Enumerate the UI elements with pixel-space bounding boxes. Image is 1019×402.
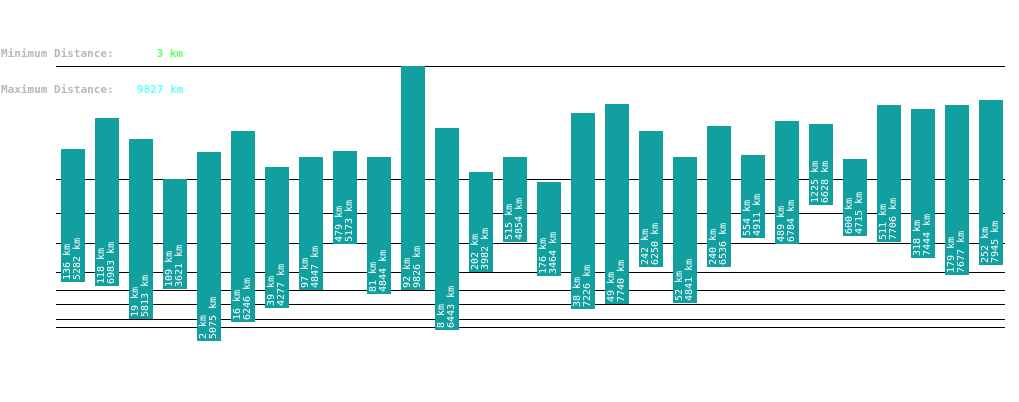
distance-bar — [503, 157, 527, 242]
distance-bar — [265, 167, 289, 308]
bar-label-distance: 1225 km — [810, 161, 821, 203]
distance-bar — [401, 66, 425, 290]
bar-label-distance: 179 km — [946, 237, 957, 273]
bar-label-total: 4841 km — [684, 259, 695, 301]
distance-bar — [809, 124, 833, 205]
distance-bar — [299, 157, 323, 290]
min-distance-label: Minimum Distance: — [1, 47, 114, 60]
bar-label-total: 6983 km — [106, 242, 117, 284]
bar-label-total: 5075 km — [208, 297, 219, 339]
bar-label-total: 6250 km — [650, 223, 661, 265]
distance-bar — [571, 113, 595, 309]
min-distance-row: Minimum Distance: 3 km — [1, 48, 183, 60]
bar-label-total: 7945 km — [990, 221, 1001, 263]
bar-label-distance: 136 km — [62, 244, 73, 280]
bar-label-total: 4854 km — [514, 198, 525, 240]
distance-bar — [197, 152, 221, 341]
bar-label-distance: 109 km — [164, 251, 175, 287]
bar-label-distance: 479 km — [334, 206, 345, 242]
distance-bar — [979, 100, 1003, 265]
bar-label-distance: 2 km — [198, 315, 209, 339]
bar-label-distance: 92 km — [402, 258, 413, 288]
bar-label-distance: 81 km — [368, 262, 379, 292]
max-distance-label: Maximum Distance: — [1, 83, 114, 96]
distance-bar — [95, 118, 119, 286]
distance-bar — [945, 105, 969, 275]
max-distance-row: Maximum Distance: 9827 km — [1, 84, 183, 96]
distance-bar — [911, 109, 935, 258]
distance-bar — [129, 139, 153, 319]
bar-label-distance: 318 km — [912, 220, 923, 256]
distance-bar — [333, 151, 357, 244]
bar-label-distance: 515 km — [504, 204, 515, 240]
bar-label-distance: 97 km — [300, 258, 311, 288]
bar-label-total: 4715 km — [854, 192, 865, 234]
bar-label-distance: 489 km — [776, 206, 787, 242]
bar-label-total: 6443 km — [446, 286, 457, 328]
distance-bar — [537, 182, 561, 276]
bar-label-total: 5173 km — [344, 200, 355, 242]
bar-label-total: 6784 km — [786, 200, 797, 242]
distance-bar — [877, 105, 901, 242]
distance-bar — [673, 157, 697, 303]
bar-label-total: 3621 km — [174, 245, 185, 287]
bar-label-distance: 202 km — [470, 234, 481, 270]
bar-label-distance: 49 km — [606, 272, 617, 302]
distance-bar — [639, 131, 663, 267]
bar-label-total: 5282 km — [72, 238, 83, 280]
bar-label-total: 9826 km — [412, 246, 423, 288]
bar-label-distance: 600 km — [844, 198, 855, 234]
bar-label-total: 4911 km — [752, 194, 763, 236]
distance-bar — [469, 172, 493, 272]
bar-label-distance: 52 km — [674, 271, 685, 301]
chart-bars: 136 km 5282 km 118 km 6983 km 19 km 5813 km 10… — [61, 66, 1003, 341]
distance-bar — [605, 104, 629, 304]
distance-bar — [741, 155, 765, 238]
distance-stats: Minimum Distance: 3 km Maximum Distance: 9… — [1, 24, 183, 120]
distance-bar — [843, 159, 867, 236]
bar-label-distance: 118 km — [96, 248, 107, 284]
bar-label-total: 3982 km — [480, 228, 491, 270]
bar-label-total: 7740 km — [616, 260, 627, 302]
bar-label-total: 6246 km — [242, 278, 253, 320]
bar-label-distance: 38 km — [572, 277, 583, 307]
bar-label-distance: 252 km — [980, 227, 991, 263]
bar-label-distance: 240 km — [708, 229, 719, 265]
bar-label-total: 7706 km — [888, 198, 899, 240]
bar-label-distance: 242 km — [640, 229, 651, 265]
distance-bar — [163, 179, 187, 289]
bar-label-total: 4277 km — [276, 264, 287, 306]
bar-label-total: 5813 km — [140, 275, 151, 317]
distance-bar — [435, 128, 459, 330]
bar-label-distance: 511 km — [878, 204, 889, 240]
bar-label-distance: 19 km — [130, 287, 141, 317]
distance-bar — [367, 157, 391, 294]
bar-label-distance: 176 km — [538, 238, 549, 274]
max-distance-value: 9827 km — [137, 83, 184, 96]
min-distance-value: 3 km — [156, 47, 184, 60]
bar-label-total: 7444 km — [922, 214, 933, 256]
bar-label-distance: 8 km — [436, 304, 447, 328]
distance-bar — [707, 126, 731, 267]
bar-label-total: 7226 km — [582, 265, 593, 307]
bar-label-total: 4844 km — [378, 250, 389, 292]
bar-label-distance: 16 km — [232, 290, 243, 320]
distance-bar — [775, 121, 799, 244]
bar-label-total: 6536 km — [718, 223, 729, 265]
distance-bar — [231, 131, 255, 322]
bar-label-total: 6628 km — [820, 161, 831, 203]
bar-label-distance: 39 km — [266, 276, 277, 306]
bar-label-total: 4847 km — [310, 246, 321, 288]
bar-label-total: 7677 km — [956, 231, 967, 273]
distance-bar — [61, 149, 85, 282]
bar-label-total: 3464 km — [548, 232, 559, 274]
bar-label-distance: 554 km — [742, 200, 753, 236]
